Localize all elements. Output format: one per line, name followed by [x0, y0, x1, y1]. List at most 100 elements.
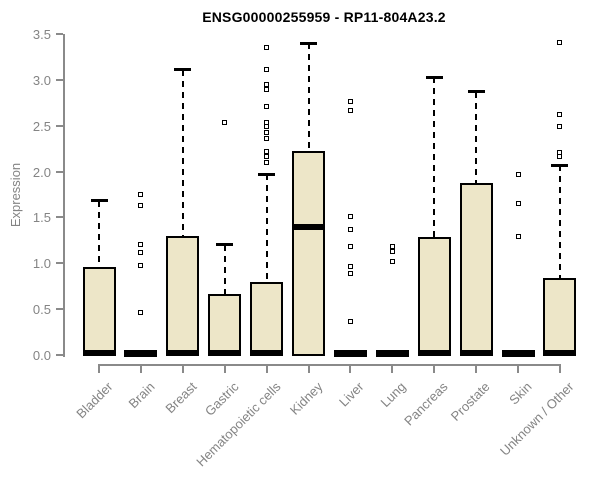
- outlier-point: [389, 248, 395, 254]
- box-8: [417, 236, 451, 356]
- whisker-11: [558, 165, 561, 278]
- median-3: [208, 350, 242, 357]
- outlier-point: [264, 119, 270, 125]
- whisker-2: [181, 69, 184, 236]
- box-5: [292, 151, 325, 356]
- outlier-point: [347, 226, 353, 232]
- x-tick: [475, 366, 478, 373]
- y-tick-label: 1.0: [32, 256, 51, 272]
- x-tick: [391, 366, 394, 373]
- outlier-point: [515, 234, 521, 240]
- x-tick: [558, 366, 561, 373]
- outlier-point: [264, 136, 270, 142]
- whisker-3: [223, 244, 226, 294]
- outlier-point: [222, 120, 228, 126]
- median-9: [459, 350, 493, 357]
- box-2: [166, 235, 200, 356]
- outlier-point: [264, 159, 270, 165]
- outlier-point: [347, 214, 353, 219]
- median-2: [166, 350, 200, 357]
- median-5: [292, 223, 325, 230]
- chart-title: ENSG00000255959 - RP11-804A23.2: [202, 9, 446, 25]
- outlier-point: [515, 201, 521, 207]
- outlier-point: [557, 154, 563, 160]
- median-4: [250, 350, 284, 357]
- y-tick: [56, 33, 63, 35]
- outlier-point: [138, 203, 144, 208]
- box-11: [543, 277, 577, 356]
- outlier-point: [264, 124, 270, 130]
- outlier-point: [347, 263, 353, 269]
- outlier-point: [264, 148, 270, 154]
- median-11: [543, 350, 577, 357]
- outlier-point: [138, 241, 144, 247]
- x-tick: [517, 366, 519, 373]
- whisker-5: [307, 43, 310, 152]
- median-0: [82, 350, 116, 357]
- whisker-cap-9: [467, 90, 485, 94]
- median-1: [124, 350, 158, 358]
- x-axis-line: [98, 364, 561, 366]
- outlier-point: [347, 244, 353, 250]
- box-0: [82, 266, 116, 356]
- y-tick: [56, 124, 63, 127]
- y-tick: [56, 216, 63, 219]
- box-4: [250, 281, 284, 356]
- outlier-point: [347, 99, 353, 105]
- y-axis-label: Expression: [8, 162, 23, 228]
- outlier-point: [138, 249, 144, 255]
- outlier-point: [557, 124, 563, 130]
- outlier-point: [557, 39, 563, 45]
- whisker-cap-8: [425, 75, 443, 79]
- whisker-cap-2: [174, 68, 192, 72]
- x-tick: [433, 366, 436, 373]
- outlier-point: [347, 318, 353, 324]
- outlier-point: [264, 81, 270, 87]
- outlier-point: [557, 112, 563, 118]
- y-tick: [56, 308, 63, 311]
- outlier-point: [264, 129, 270, 135]
- median-7: [375, 350, 409, 358]
- x-tick: [307, 366, 310, 373]
- median-6: [333, 350, 367, 358]
- box-9: [459, 182, 493, 356]
- whisker-0: [98, 200, 100, 267]
- outlier-point: [138, 310, 144, 316]
- y-tick-label: 0.0: [32, 348, 51, 363]
- y-tick: [56, 354, 63, 356]
- outlier-point: [557, 149, 563, 155]
- outlier-point: [264, 154, 270, 160]
- outlier-point: [515, 171, 521, 177]
- y-tick-label: 2.5: [32, 118, 51, 134]
- x-tick: [223, 366, 226, 373]
- whisker-cap-0: [90, 199, 108, 203]
- x-tick: [98, 366, 100, 373]
- y-tick-label: 1.5: [32, 210, 51, 226]
- median-10: [501, 350, 535, 358]
- outlier-point: [138, 192, 144, 197]
- outlier-point: [264, 67, 270, 73]
- x-tick: [139, 366, 142, 373]
- outlier-point: [389, 244, 395, 250]
- outlier-point: [347, 107, 353, 113]
- whisker-9: [475, 91, 478, 183]
- whisker-4: [265, 174, 268, 282]
- outlier-point: [347, 270, 353, 276]
- y-tick: [56, 78, 63, 81]
- outlier-point: [264, 86, 270, 92]
- y-axis-line: [63, 34, 65, 357]
- outlier-point: [138, 262, 144, 268]
- y-tick: [56, 262, 63, 265]
- outlier-point: [264, 45, 270, 51]
- whisker-cap-3: [216, 243, 234, 247]
- y-tick-label: 2.0: [32, 164, 51, 180]
- whisker-cap-4: [258, 172, 276, 176]
- y-tick: [56, 170, 63, 173]
- whisker-8: [433, 77, 436, 237]
- y-tick-label: 3.5: [32, 27, 51, 42]
- outlier-point: [389, 258, 395, 264]
- x-tick: [265, 366, 268, 373]
- box-3: [208, 293, 242, 356]
- whisker-cap-11: [551, 163, 569, 167]
